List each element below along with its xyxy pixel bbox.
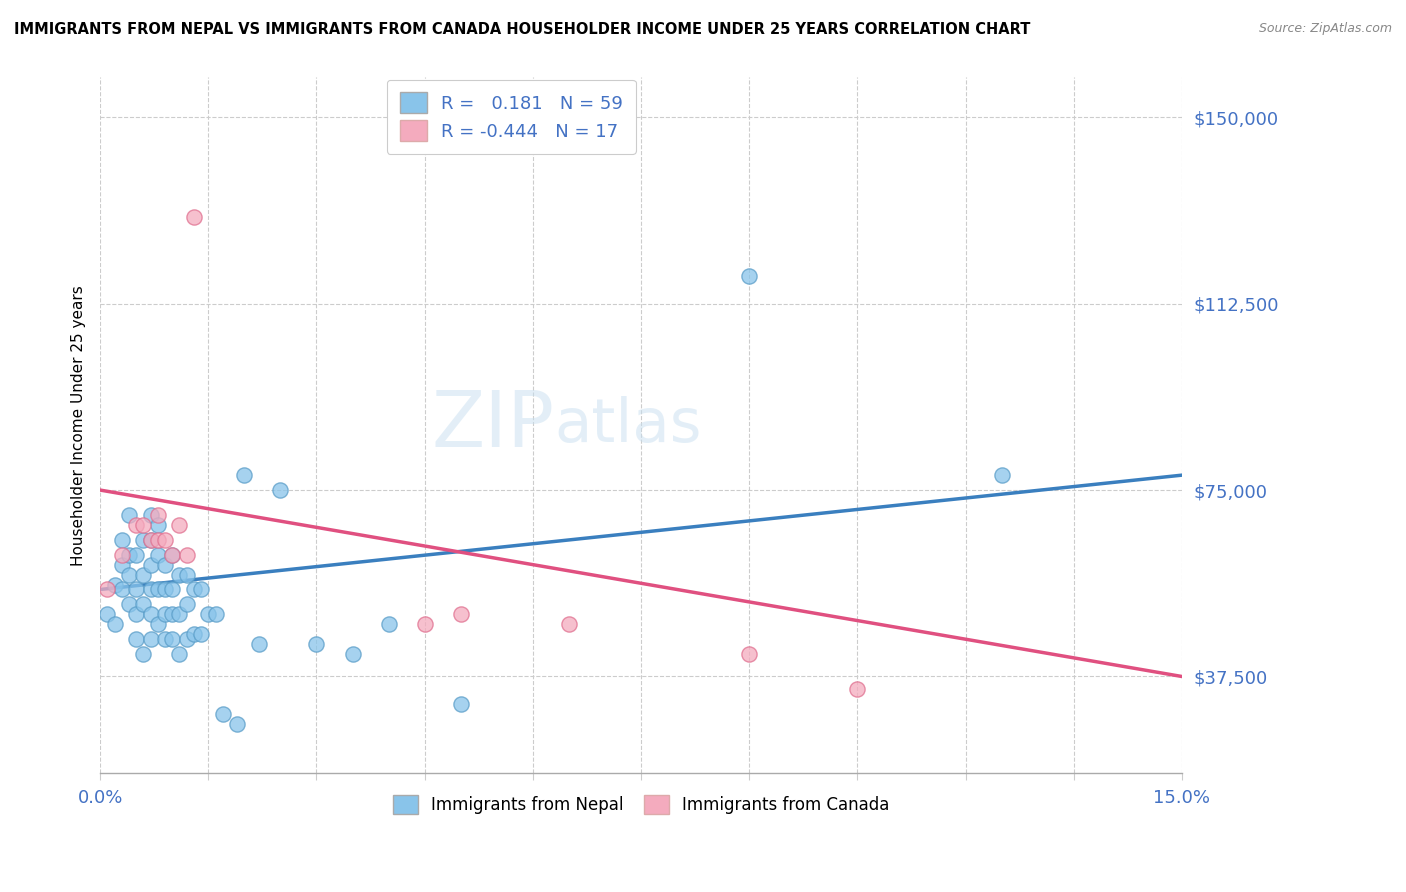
- Point: [162, 582, 184, 597]
- Text: IMMIGRANTS FROM NEPAL VS IMMIGRANTS FROM CANADA HOUSEHOLDER INCOME UNDER 25 YEAR: IMMIGRANTS FROM NEPAL VS IMMIGRANTS FROM…: [14, 22, 1031, 37]
- Point: [176, 567, 198, 582]
- Point: [118, 567, 141, 582]
- Point: [176, 598, 198, 612]
- Point: [162, 548, 184, 562]
- Point: [162, 548, 184, 562]
- Point: [153, 533, 176, 547]
- Point: [111, 558, 134, 572]
- Point: [111, 548, 134, 562]
- Point: [305, 637, 328, 651]
- Point: [162, 607, 184, 622]
- Point: [183, 627, 205, 641]
- Point: [146, 508, 169, 522]
- Point: [96, 582, 118, 597]
- Point: [132, 517, 155, 532]
- Legend: Immigrants from Nepal, Immigrants from Canada: Immigrants from Nepal, Immigrants from C…: [382, 785, 900, 824]
- Point: [269, 483, 291, 497]
- Text: ZIP: ZIP: [432, 387, 554, 464]
- Point: [139, 558, 162, 572]
- Point: [162, 632, 184, 647]
- Point: [118, 508, 141, 522]
- Point: [139, 533, 162, 547]
- Point: [169, 567, 191, 582]
- Point: [125, 607, 148, 622]
- Point: [146, 582, 169, 597]
- Point: [146, 617, 169, 632]
- Point: [139, 508, 162, 522]
- Point: [558, 617, 581, 632]
- Point: [450, 607, 472, 622]
- Point: [139, 632, 162, 647]
- Point: [204, 607, 226, 622]
- Point: [197, 607, 219, 622]
- Point: [118, 548, 141, 562]
- Point: [226, 716, 249, 731]
- Point: [111, 582, 134, 597]
- Point: [247, 637, 270, 651]
- Point: [169, 517, 191, 532]
- Point: [139, 607, 162, 622]
- Point: [169, 607, 191, 622]
- Point: [132, 647, 155, 661]
- Point: [233, 468, 256, 483]
- Point: [96, 607, 118, 622]
- Point: [990, 468, 1012, 483]
- Point: [111, 533, 134, 547]
- Point: [183, 210, 205, 224]
- Point: [169, 647, 191, 661]
- Point: [103, 577, 125, 591]
- Point: [132, 598, 155, 612]
- Point: [176, 632, 198, 647]
- Point: [153, 607, 176, 622]
- Point: [153, 558, 176, 572]
- Point: [153, 632, 176, 647]
- Point: [118, 598, 141, 612]
- Point: [377, 617, 399, 632]
- Point: [153, 582, 176, 597]
- Point: [738, 269, 761, 284]
- Text: Source: ZipAtlas.com: Source: ZipAtlas.com: [1258, 22, 1392, 36]
- Point: [342, 647, 364, 661]
- Point: [738, 647, 761, 661]
- Point: [125, 548, 148, 562]
- Point: [211, 706, 233, 721]
- Y-axis label: Householder Income Under 25 years: Householder Income Under 25 years: [72, 285, 86, 566]
- Point: [183, 582, 205, 597]
- Point: [846, 681, 869, 696]
- Point: [132, 533, 155, 547]
- Point: [146, 548, 169, 562]
- Point: [190, 582, 212, 597]
- Point: [176, 548, 198, 562]
- Point: [139, 582, 162, 597]
- Point: [146, 533, 169, 547]
- Point: [413, 617, 436, 632]
- Point: [146, 517, 169, 532]
- Point: [125, 582, 148, 597]
- Point: [450, 697, 472, 711]
- Point: [125, 632, 148, 647]
- Point: [132, 567, 155, 582]
- Point: [125, 517, 148, 532]
- Point: [103, 617, 125, 632]
- Text: atlas: atlas: [554, 396, 702, 455]
- Point: [139, 533, 162, 547]
- Point: [190, 627, 212, 641]
